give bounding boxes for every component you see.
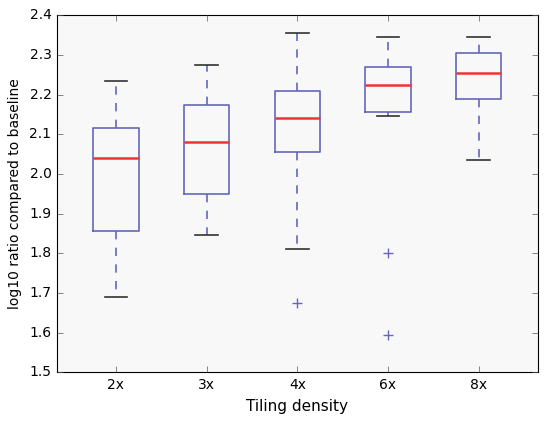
Y-axis label: log10 ratio compared to baseline: log10 ratio compared to baseline [8,78,22,309]
X-axis label: Tiling density: Tiling density [246,399,348,414]
